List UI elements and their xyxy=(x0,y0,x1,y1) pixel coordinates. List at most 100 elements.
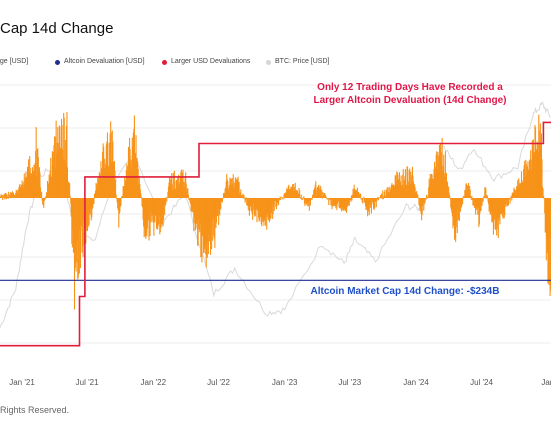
altcoin-change-bar xyxy=(39,172,41,198)
altcoin-change-bar xyxy=(6,194,8,198)
legend-item-altcoin-devaluation[interactable]: Altcoin Devaluation [USD] xyxy=(55,58,145,66)
altcoin-change-bar xyxy=(384,189,386,198)
altcoin-change-bar xyxy=(425,194,428,198)
altcoin-change-bar xyxy=(456,198,458,234)
altcoin-change-bar xyxy=(82,198,84,258)
altcoin-change-bar xyxy=(2,198,4,200)
altcoin-change-bar xyxy=(283,193,286,198)
altcoin-change-bar xyxy=(79,198,81,269)
altcoin-change-bar xyxy=(197,198,199,246)
legend-label-btc-price: BTC: Price [USD] xyxy=(275,58,330,65)
altcoin-change-bar xyxy=(304,198,306,207)
annotation-record-text: Only 12 Trading Days Have Recorded a xyxy=(317,82,503,93)
altcoin-change-bar xyxy=(425,198,427,200)
annotation-current-change-text: Altcoin Market Cap 14d Change: -$234B xyxy=(311,286,500,297)
altcoin-change-bar xyxy=(78,198,80,274)
altcoin-change-bar xyxy=(5,198,8,200)
altcoin-change-bar xyxy=(282,198,284,200)
altcoin-change-bar xyxy=(211,198,213,250)
altcoin-change-bar xyxy=(448,192,450,198)
altcoin-change-bar xyxy=(328,198,330,206)
altcoin-change-bar xyxy=(387,187,389,198)
btc-price-path xyxy=(0,100,551,328)
altcoin-change-bar xyxy=(510,195,512,198)
altcoin-change-bar xyxy=(381,198,383,200)
altcoin-change-bar xyxy=(44,198,46,201)
altcoin-change-bar xyxy=(311,198,313,200)
larger-devaluations-step-line xyxy=(0,121,551,347)
altcoin-change-bar xyxy=(449,195,451,198)
altcoin-change-bar xyxy=(252,198,254,220)
legend-dot-red-icon xyxy=(162,59,167,65)
x-tick-label: Jan '21 xyxy=(9,378,35,387)
altcoin-change-bar xyxy=(348,198,350,206)
legend-item-larger-devaluations[interactable]: Larger USD Devaluations xyxy=(162,58,250,66)
altcoin-change-bar xyxy=(106,132,108,198)
altcoin-change-bar xyxy=(360,198,362,200)
altcoin-change-bar xyxy=(316,186,318,198)
altcoin-change-bar xyxy=(164,198,166,215)
altcoin-change-bar xyxy=(300,198,302,199)
altcoin-change-bar xyxy=(45,197,47,199)
altcoin-change-bar xyxy=(417,194,419,198)
altcoin-change-bar xyxy=(3,193,5,198)
x-tick-label: Jan '24 xyxy=(403,378,429,387)
altcoin-change-bar xyxy=(363,196,365,198)
altcoin-change-bar xyxy=(543,196,545,198)
altcoin-change-bar xyxy=(4,198,6,200)
altcoin-change-bar xyxy=(382,198,384,200)
altcoin-change-bar xyxy=(269,198,271,221)
legend-item-altcoin-change[interactable]: nge [USD] xyxy=(0,58,28,66)
altcoin-change-bar xyxy=(181,172,183,198)
altcoin-change-bar xyxy=(409,168,411,198)
altcoin-change-bar xyxy=(229,177,231,198)
x-tick-label: Jul '21 xyxy=(76,378,99,387)
altcoin-change-bar xyxy=(137,168,139,198)
legend-label-altcoin-devaluation: Altcoin Devaluation [USD] xyxy=(64,58,145,65)
altcoin-change-bar xyxy=(402,169,404,198)
altcoin-change-bar xyxy=(448,186,450,198)
altcoin-change-bar xyxy=(148,198,150,241)
altcoin-change-bar xyxy=(245,197,247,198)
altcoin-change-bar xyxy=(423,198,425,211)
altcoin-change-bar xyxy=(507,198,510,206)
altcoin-change-bar xyxy=(245,198,247,201)
altcoin-change-bar xyxy=(509,198,511,204)
altcoin-change-bar xyxy=(114,180,117,198)
altcoin-change-bar xyxy=(362,197,364,199)
altcoin-change-bar xyxy=(280,198,282,201)
chart-annotations: Only 12 Trading Days Have Recorded a Larg… xyxy=(311,82,507,297)
altcoin-change-bar xyxy=(368,198,370,216)
altcoin-change-bar xyxy=(358,192,360,198)
altcoin-change-bar xyxy=(350,198,352,202)
altcoin-change-bar xyxy=(44,196,46,198)
altcoin-change-bar xyxy=(243,195,245,198)
altcoin-change-bar xyxy=(271,198,273,214)
altcoin-change-bar xyxy=(329,198,331,201)
legend-item-btc-price[interactable]: BTC: Price [USD] xyxy=(266,58,329,66)
altcoin-change-bar xyxy=(300,194,302,198)
altcoin-change-bar xyxy=(309,198,311,206)
altcoin-change-bar xyxy=(279,198,281,201)
altcoin-change-bar xyxy=(382,190,384,198)
altcoin-change-bar xyxy=(278,198,280,206)
altcoin-change-bar xyxy=(299,190,301,198)
altcoin-change-bar xyxy=(163,198,165,220)
altcoin-change-bar xyxy=(511,198,513,201)
altcoin-change-bar xyxy=(480,198,482,211)
altcoin-change-bar xyxy=(331,198,333,210)
altcoin-change-bar xyxy=(2,194,4,198)
altcoin-change-bar xyxy=(149,198,151,237)
altcoin-change-bar xyxy=(227,181,229,198)
altcoin-change-bar xyxy=(281,197,283,198)
altcoin-change-bar xyxy=(377,198,379,201)
altcoin-change-bar xyxy=(303,196,305,198)
altcoin-change-bar xyxy=(321,198,323,199)
altcoin-change-bar xyxy=(140,193,142,198)
altcoin-change-bars xyxy=(0,112,551,310)
altcoin-change-bar xyxy=(240,189,242,198)
altcoin-change-bar xyxy=(172,173,174,198)
altcoin-change-bar xyxy=(120,198,122,206)
chart-legend: nge [USD] Altcoin Devaluation [USD] Larg… xyxy=(0,58,551,70)
